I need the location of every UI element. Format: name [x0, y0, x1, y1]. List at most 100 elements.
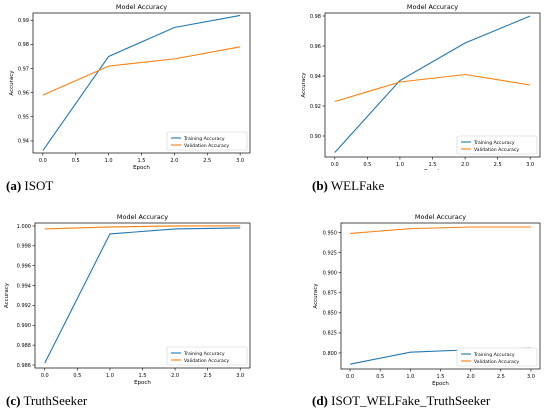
x-tick-label: 1.0 [396, 162, 404, 168]
x-tick-label: 2.5 [204, 373, 212, 379]
caption-b-text: WELFake [330, 178, 385, 193]
chart-panel-a: Model Accuracy 0.0 0.5 1.0 1.5 2.0 2.5 3.0 Epoch… [0, 0, 275, 170]
legend-box [166, 131, 248, 151]
x-tick-label: 1.0 [406, 374, 414, 380]
x-axis-label: Epoch [432, 381, 449, 387]
x-tick-label: 0.0 [331, 162, 339, 168]
x-tick-label: 3.0 [236, 373, 244, 379]
y-tick-label: 0.996 [17, 264, 31, 270]
series-line-training [334, 15, 531, 153]
legend-box [456, 135, 538, 155]
y-tick-label: 0.98 [310, 14, 321, 20]
legend-box [456, 347, 538, 367]
x-tick-label: 3.0 [236, 158, 244, 164]
y-tick-label: 0.94 [18, 139, 29, 145]
x-tick-label: 2.0 [467, 374, 475, 380]
plot-frame [340, 222, 541, 370]
y-tick-label: 0.90 [310, 134, 321, 140]
x-tick-label: 1.0 [105, 158, 113, 164]
plot-frame [324, 12, 541, 158]
y-tick-label: 0.875 [323, 291, 337, 297]
caption-b-label: (b) [312, 178, 328, 193]
caption-a: (a) ISOT [6, 178, 53, 194]
x-tick-label: 1.5 [437, 374, 445, 380]
y-tick-label: 0.994 [17, 283, 31, 289]
x-tick-label: 1.0 [106, 373, 114, 379]
y-tick-label: 0.998 [17, 244, 31, 250]
caption-d: (d) ISOT_WELFake_TruthSeeker [312, 393, 490, 409]
y-tick-label: 0.950 [323, 230, 337, 236]
y-tick-label: 0.986 [17, 363, 31, 369]
series-line-validation [44, 225, 241, 230]
x-tick-label: 2.0 [171, 373, 179, 379]
chart-d-svg: Model Accuracy 0.0 0.5 1.0 1.5 2.0 2.5 3.0 Epoch… [313, 213, 541, 387]
chart-title: Model Accuracy [415, 213, 466, 221]
y-tick-label: 0.992 [17, 303, 31, 309]
legend-entry: Validation Accuracy [474, 147, 519, 153]
x-tick-label: 1.5 [139, 373, 147, 379]
legend-entry: Training Accuracy [473, 352, 515, 358]
legend-entry: Training Accuracy [183, 136, 225, 142]
caption-d-text: ISOT_WELFake_TruthSeeker [331, 393, 491, 408]
y-tick-label: 0.825 [323, 331, 337, 337]
chart-panel-c: Model Accuracy 0.0 0.5 1.0 1.5 2.0 2.5 3.0 Epoch… [0, 210, 275, 390]
caption-c-label: (c) [6, 393, 21, 408]
legend-box [166, 346, 248, 366]
legend-entry: Training Accuracy [183, 351, 225, 357]
x-tick-label: 1.5 [429, 162, 437, 168]
caption-a-text: ISOT [24, 178, 54, 193]
caption-d-label: (d) [312, 393, 328, 408]
chart-panel-d: Model Accuracy 0.0 0.5 1.0 1.5 2.0 2.5 3.0 Epoch… [275, 210, 550, 390]
chart-title: Model Accuracy [117, 213, 168, 221]
chart-c-svg: Model Accuracy 0.0 0.5 1.0 1.5 2.0 2.5 3.0 Epoch… [4, 213, 251, 386]
x-tick-label: 0.5 [73, 373, 81, 379]
legend-entry: Validation Accuracy [184, 358, 229, 364]
series-line-validation [350, 226, 531, 234]
x-tick-label: 2.0 [170, 158, 178, 164]
x-tick-label: 1.5 [138, 158, 146, 164]
x-tick-label: 0.0 [346, 374, 354, 380]
caption-b: (b) WELFake [312, 178, 384, 194]
y-tick-label: 0.97 [18, 66, 29, 72]
chart-panel-b: Model Accuracy 0.0 0.5 1.0 1.5 2.0 2.5 3.0 Epoch… [275, 0, 550, 170]
y-tick-label: 0.94 [310, 74, 321, 80]
chart-title: Model Accuracy [116, 3, 167, 11]
x-tick-label: 0.5 [72, 158, 80, 164]
caption-c-text: TruthSeeker [23, 393, 88, 408]
y-tick-label: 0.988 [17, 343, 31, 349]
series-line-training [42, 14, 241, 151]
series-line-validation [334, 73, 531, 103]
legend-entry: Validation Accuracy [474, 359, 519, 365]
x-tick-label: 3.0 [526, 162, 534, 168]
x-tick-label: 2.0 [461, 162, 469, 168]
y-tick-label: 0.95 [18, 115, 29, 121]
y-tick-label: 1.000 [17, 224, 31, 230]
plot-frame [34, 222, 251, 369]
x-tick-label: 3.0 [527, 374, 535, 380]
y-axis-label: Accuracy [4, 282, 10, 308]
x-tick-label: 2.5 [203, 158, 211, 164]
y-tick-label: 0.990 [17, 323, 31, 329]
x-axis-label: Epoch [134, 380, 151, 386]
y-tick-label: 0.92 [310, 104, 321, 110]
x-axis-label: Epoch [424, 169, 441, 170]
y-axis-label: Accuracy [313, 283, 319, 309]
chart-b-svg: Model Accuracy 0.0 0.5 1.0 1.5 2.0 2.5 3.0 Epoch… [301, 3, 541, 170]
chart-a-svg: Model Accuracy 0.0 0.5 1.0 1.5 2.0 2.5 3.0 Epoch… [9, 3, 251, 170]
y-tick-label: 0.99 [18, 18, 29, 24]
legend-entry: Validation Accuracy [184, 143, 229, 149]
x-tick-label: 2.5 [494, 162, 502, 168]
x-tick-label: 2.5 [497, 374, 505, 380]
y-axis-label: Accuracy [9, 70, 15, 96]
x-axis-label: Epoch [133, 165, 150, 170]
x-tick-label: 0.5 [376, 374, 384, 380]
y-tick-label: 0.98 [18, 42, 29, 48]
x-tick-label: 0.0 [39, 158, 47, 164]
y-tick-label: 0.850 [323, 311, 337, 317]
caption-a-label: (a) [6, 178, 22, 193]
y-tick-label: 0.800 [323, 351, 337, 357]
series-line-validation [42, 46, 241, 96]
